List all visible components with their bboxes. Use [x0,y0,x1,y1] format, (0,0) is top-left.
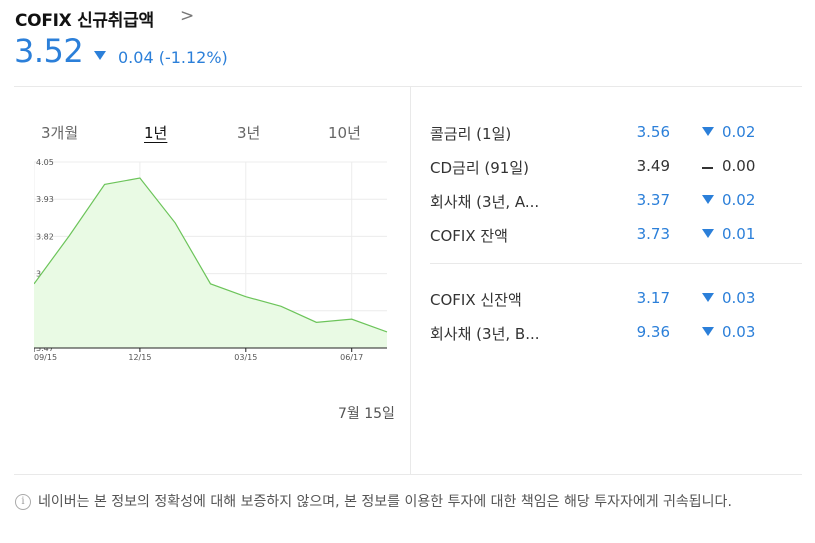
down-arrow-icon [94,51,106,60]
rate-value: 3.56 [636,123,670,141]
series-area [34,178,387,348]
rate-indicator [702,127,714,136]
rate-name: 회사채 (3년, A... [430,193,540,211]
x-tick-label: 06/17 [340,353,363,362]
rate-name: COFIX 신잔액 [430,291,522,309]
divider-bottom [14,474,802,475]
down-arrow-icon [702,127,714,136]
disclaimer-text: 네이버는 본 정보의 정확성에 대해 보증하지 않으며, 본 정보를 이용한 투… [38,494,732,510]
divider-top [14,86,802,87]
rate-indicator [702,195,714,204]
rate-change: 0.00 [722,157,756,175]
rate-row[interactable]: 콜금리 (1일) 3.56 0.02 [430,123,760,145]
tab-3-months[interactable]: 3개월 [41,124,79,142]
rate-value: 3.17 [636,289,670,307]
rate-row[interactable]: 회사채 (3년, B... 9.36 0.03 [430,323,760,345]
y-tick-label: 3.82 [36,232,54,241]
rate-change: 0.03 [722,289,756,307]
series-line [34,177,388,333]
rate-indicator [702,327,714,336]
rate-indicator [702,161,713,169]
flat-dash-icon [702,167,713,169]
rate-indicator [702,229,714,238]
rate-change: 0.02 [722,123,756,141]
rate-row[interactable]: 회사채 (3년, A... 3.37 0.02 [430,191,760,213]
rate-name: CD금리 (91일) [430,159,529,177]
x-tick-label: 09/15 [34,353,57,362]
rate-change: 0.02 [722,191,756,209]
rate-chart: 4.053.933.823.703.593.4709/1512/1503/150… [34,158,388,362]
down-arrow-icon [702,195,714,204]
rate-change: 0.01 [722,225,756,243]
rate-value: 3.49 [636,157,670,175]
down-arrow-icon [702,293,714,302]
tab-10-years[interactable]: 10년 [328,124,361,142]
rate-value: 3.37 [636,191,670,209]
rate-name: COFIX 잔액 [430,227,508,245]
x-tick-label: 03/15 [234,353,257,362]
rate-value: 3.73 [636,225,670,243]
page-title[interactable]: COFIX 신규취급액 [15,11,154,31]
divider-rates [430,263,802,264]
rate-row[interactable]: COFIX 잔액 3.73 0.01 [430,225,760,247]
rate-change: 0.03 [722,323,756,341]
divider-vertical [410,87,411,474]
chevron-right-icon[interactable]: > [180,6,195,26]
rate-name: 회사채 (3년, B... [430,325,540,343]
down-arrow-icon [702,229,714,238]
rate-value: 9.36 [636,323,670,341]
tab-3-years[interactable]: 3년 [237,124,261,142]
date-label: 7월 15일 [338,406,395,422]
x-tick-label: 12/15 [128,353,151,362]
y-tick-label: 3.93 [36,195,54,204]
tab-1-year[interactable]: 1년 [144,124,168,142]
down-arrow-icon [702,327,714,336]
rate-name: 콜금리 (1일) [430,125,512,143]
rate-indicator [702,293,714,302]
price-change: 0.04 (-1.12%) [118,48,228,67]
rate-row[interactable]: COFIX 신잔액 3.17 0.03 [430,289,760,311]
info-icon: i [15,494,31,510]
rate-row[interactable]: CD금리 (91일) 3.49 0.00 [430,157,760,179]
y-tick-label: 4.05 [36,158,54,167]
current-price: 3.52 [14,32,84,70]
